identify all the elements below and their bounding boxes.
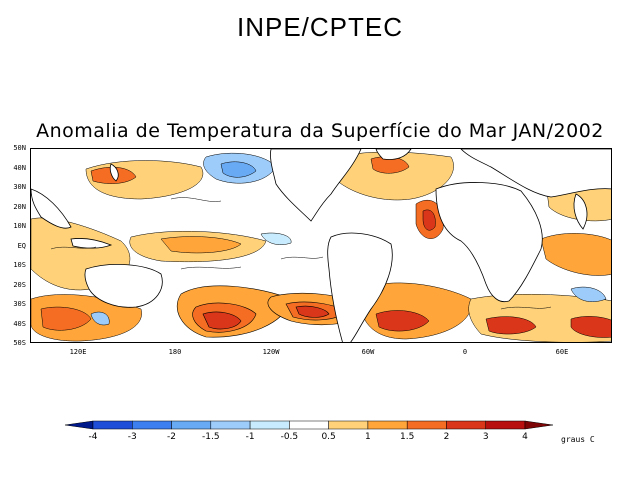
legend-break-label: -4 bbox=[88, 432, 98, 442]
legend-break-label: 1 bbox=[365, 432, 371, 442]
legend-break-label: 1.5 bbox=[400, 432, 415, 442]
lat-label-10n: 10N bbox=[13, 222, 26, 230]
lat-label-10s: 10S bbox=[13, 261, 26, 269]
legend-swatch-11 bbox=[485, 420, 526, 430]
legend-break-label: 3 bbox=[482, 432, 489, 442]
legend-swatch-5 bbox=[249, 420, 290, 430]
legend-swatch-4 bbox=[210, 420, 251, 430]
lon-label-60e: 60E bbox=[555, 348, 569, 356]
lat-label-50n: 50N bbox=[13, 144, 26, 152]
lat-label-eq: EQ bbox=[17, 241, 26, 250]
lon-label-0: 0 bbox=[462, 348, 468, 356]
legend-break-label: 0.5 bbox=[321, 432, 336, 442]
map-canvas bbox=[31, 149, 611, 342]
legend-swatch-3 bbox=[171, 420, 212, 430]
lon-label-60w: 60W bbox=[361, 348, 375, 356]
header-title: INPE/CPTEC bbox=[236, 12, 404, 42]
legend-swatch-7 bbox=[328, 420, 369, 430]
lon-label-120w: 120W bbox=[262, 348, 280, 356]
lat-label-20n: 20N bbox=[13, 202, 26, 211]
legend-break-label: -0.5 bbox=[280, 432, 299, 442]
legend-swatch-10 bbox=[446, 420, 486, 430]
legend-swatch-1 bbox=[92, 420, 133, 430]
map-title: Anomalia de Temperatura da Superfície do… bbox=[36, 120, 604, 142]
legend-break-label: -1.5 bbox=[202, 432, 220, 442]
contour-lines bbox=[50, 197, 552, 310]
lon-label-180: 180 bbox=[168, 348, 182, 356]
lat-label-40n: 40N bbox=[13, 163, 26, 172]
lon-label-120e: 120E bbox=[69, 348, 87, 356]
lat-label-30n: 30N bbox=[13, 183, 26, 191]
legend-units: graus C bbox=[561, 435, 595, 444]
legend-break-label: -2 bbox=[167, 432, 177, 442]
lat-label-50s: 50S bbox=[13, 339, 26, 347]
legend-break-label: -3 bbox=[127, 432, 137, 442]
legend-swatch-12 bbox=[524, 420, 554, 430]
legend-break-label: 4 bbox=[522, 432, 528, 442]
legend-break-label: -1 bbox=[245, 432, 255, 442]
legend-break-label: 2 bbox=[443, 432, 450, 442]
legend-swatch-8 bbox=[367, 420, 408, 430]
legend-swatch-6 bbox=[289, 420, 329, 430]
lat-label-40s: 40S bbox=[13, 319, 26, 328]
lat-label-20s: 20S bbox=[13, 280, 26, 289]
sst-anomaly-map bbox=[30, 148, 612, 343]
lat-label-30s: 30S bbox=[13, 300, 26, 308]
legend-swatch-9 bbox=[406, 420, 447, 430]
continents bbox=[31, 149, 611, 342]
legend-swatch-2 bbox=[132, 420, 172, 430]
legend-swatch-0 bbox=[64, 420, 94, 430]
